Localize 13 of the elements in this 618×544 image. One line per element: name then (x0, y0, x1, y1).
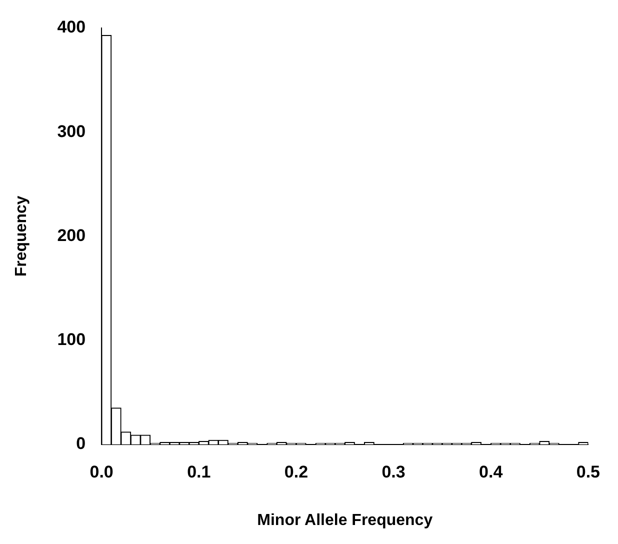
x-tick-label: 0.2 (284, 462, 308, 482)
x-tick-label: 0.4 (479, 462, 504, 482)
x-axis-title: Minor Allele Frequency (257, 512, 433, 529)
y-axis-title: Frequency (13, 196, 30, 277)
x-tick-label: 0.1 (187, 462, 211, 482)
x-tick-label: 0.5 (576, 462, 600, 482)
y-tick-label: 200 (57, 226, 86, 245)
y-tick-label: 0 (76, 434, 86, 454)
x-tick-label: 0.0 (90, 462, 114, 482)
y-tick-label: 100 (57, 330, 86, 349)
y-tick-label: 300 (57, 122, 86, 141)
x-tick-label: 0.3 (382, 462, 406, 482)
y-tick-label: 400 (57, 18, 86, 37)
